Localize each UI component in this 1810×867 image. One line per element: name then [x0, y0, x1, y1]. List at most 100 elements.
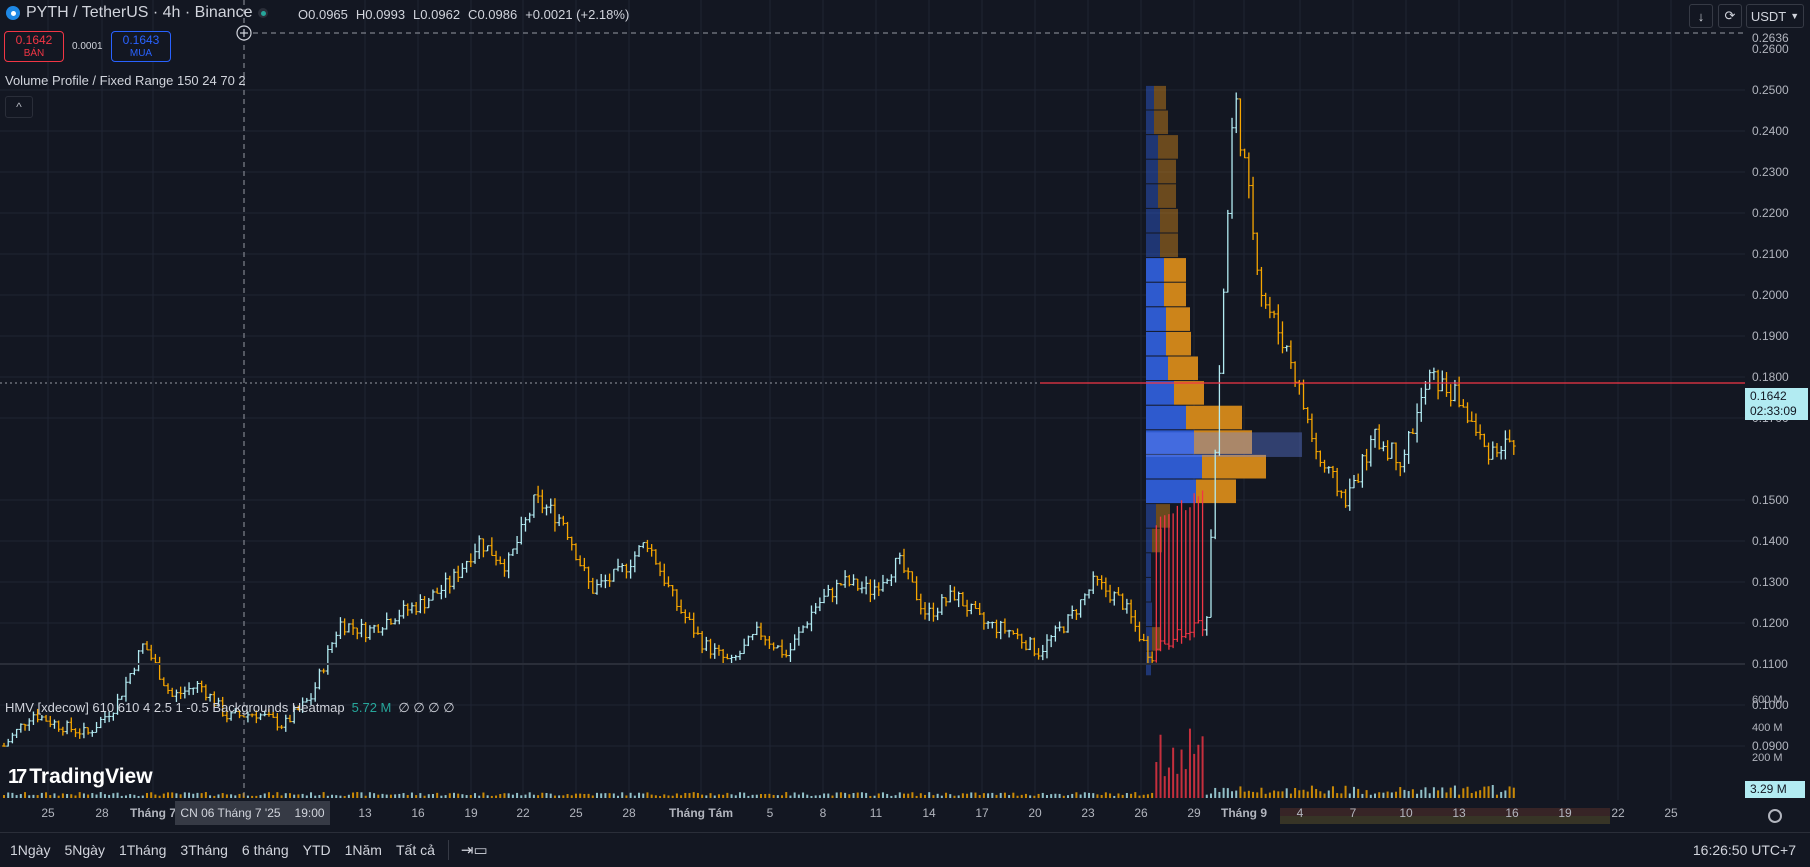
volume-bar [1348, 793, 1351, 798]
volume-bar [1193, 753, 1196, 798]
download-icon: ↓ [1697, 8, 1705, 24]
refresh-button[interactable]: ⟳ [1718, 4, 1742, 28]
volume-bars [3, 728, 1610, 824]
download-button[interactable]: ↓ [1689, 4, 1713, 28]
volume-bar [987, 793, 990, 798]
volume-bar [364, 795, 367, 798]
volume-bar [499, 794, 502, 798]
range-button[interactable]: YTD [302, 842, 331, 858]
volume-bar [15, 795, 18, 798]
symbol-title[interactable]: PYTH / TetherUS · 4h · Binance [26, 4, 253, 21]
volume-profile-bar [1146, 627, 1152, 651]
time-axis-label: 16 [1505, 806, 1519, 820]
volume-profile-bar [1146, 110, 1154, 135]
volume-bar [638, 792, 641, 798]
volume-bar [781, 795, 784, 798]
currency-select[interactable]: USDT ▼ [1746, 4, 1804, 28]
volume-bar [574, 793, 577, 798]
volume-axis-label: 600 M [1752, 694, 1783, 706]
volume-bar [1024, 793, 1027, 798]
volume-bar [53, 793, 56, 798]
range-button[interactable]: 5Ngày [64, 842, 105, 858]
volume-bar [797, 794, 800, 798]
volume-profile-bar [1168, 356, 1198, 381]
volume-bar [617, 795, 620, 798]
price-axis-label: 0.1000 [1752, 698, 1789, 712]
volume-profile-bar [1146, 553, 1151, 577]
clock[interactable]: 16:26:50 UTC+7 [1692, 842, 1796, 858]
volume-bar [696, 792, 699, 798]
volume-bar [1323, 793, 1326, 798]
range-button[interactable]: 1Năm [344, 842, 382, 858]
volume-bar [440, 795, 443, 798]
volume-bar [1214, 787, 1217, 798]
volume-bar [705, 795, 708, 798]
volume-bar [1016, 795, 1019, 798]
volume-profile-bar [1164, 258, 1186, 282]
settings-gear-icon[interactable] [1768, 809, 1782, 823]
symbol-header[interactable]: PYTH / TetherUS · 4h · Binance [6, 4, 269, 22]
volume-bar [1340, 793, 1343, 798]
compare-date-range-icon[interactable]: ⇥▭ [460, 842, 488, 859]
range-button[interactable]: 1Ngày [10, 842, 51, 858]
volume-bar [288, 793, 291, 798]
volume-bar [469, 795, 472, 798]
time-axis-label: 13 [358, 806, 372, 820]
volume-bar [1054, 793, 1057, 798]
collapse-indicators-button[interactable]: ^ [5, 96, 33, 118]
volume-bar [394, 794, 397, 798]
hmv-legend[interactable]: HMV [xdecow] 610 610 4 2.5 1 -0.5 Backgr… [5, 700, 455, 716]
volume-bar [890, 795, 893, 798]
volume-bar [587, 793, 590, 798]
volume-bar [415, 795, 418, 798]
volume-bar [486, 795, 489, 798]
volume-bar [612, 793, 615, 798]
volume-bar [95, 794, 98, 798]
sell-button[interactable]: 0.1642 BÁN [4, 31, 64, 62]
price-axis-label: 0.2000 [1752, 288, 1789, 302]
volume-bar [566, 794, 569, 798]
volume-bar [314, 795, 317, 798]
volume-bar [747, 795, 750, 798]
volume-bar [738, 792, 741, 798]
volume-bar [1142, 794, 1145, 798]
volume-bar [671, 795, 674, 798]
volume-bar [789, 795, 792, 798]
volume-bar [806, 794, 809, 798]
volume-profile-bar [1152, 528, 1162, 553]
volume-bar [368, 792, 371, 798]
volume-bar [1121, 794, 1124, 798]
volume-bar [1256, 792, 1259, 798]
candles [2, 92, 1516, 747]
volume-bar [818, 795, 821, 798]
volume-bar [259, 795, 262, 798]
range-button[interactable]: 1Tháng [118, 842, 167, 858]
buy-button[interactable]: 0.1643 MUA [111, 31, 171, 62]
price-chart[interactable] [0, 0, 1745, 830]
range-button[interactable]: Tất cả [395, 842, 435, 858]
change-value: +0.0021 (+2.18%) [525, 7, 630, 22]
volume-bar [709, 793, 712, 798]
volume-bar [251, 795, 254, 798]
volume-bar [902, 793, 905, 798]
volume-profile-bar [1146, 159, 1158, 184]
range-button[interactable]: 3Tháng [180, 842, 228, 858]
chevron-up-icon: ^ [16, 100, 22, 114]
volume-profile-bar [1158, 135, 1178, 159]
volume-bar [356, 792, 359, 798]
volume-bar [1449, 787, 1452, 798]
volume-bar [760, 794, 762, 798]
volume-bar [1058, 793, 1061, 798]
volume-bar [1281, 791, 1284, 798]
volume-bar [377, 794, 380, 798]
volume-bar [814, 795, 817, 798]
volume-profile-bar [1146, 577, 1151, 602]
volume-bar [570, 795, 573, 798]
time-axis-label: 25 [1664, 806, 1678, 820]
tradingview-logo[interactable]: 17 TradingView [8, 765, 153, 789]
volume-bar [1092, 793, 1095, 798]
volume-profile-label[interactable]: Volume Profile / Fixed Range 150 24 70 2 [5, 73, 246, 88]
volume-bar [1088, 792, 1091, 798]
refresh-icon: ⟳ [1724, 8, 1736, 23]
range-button[interactable]: 6 tháng [241, 842, 289, 858]
